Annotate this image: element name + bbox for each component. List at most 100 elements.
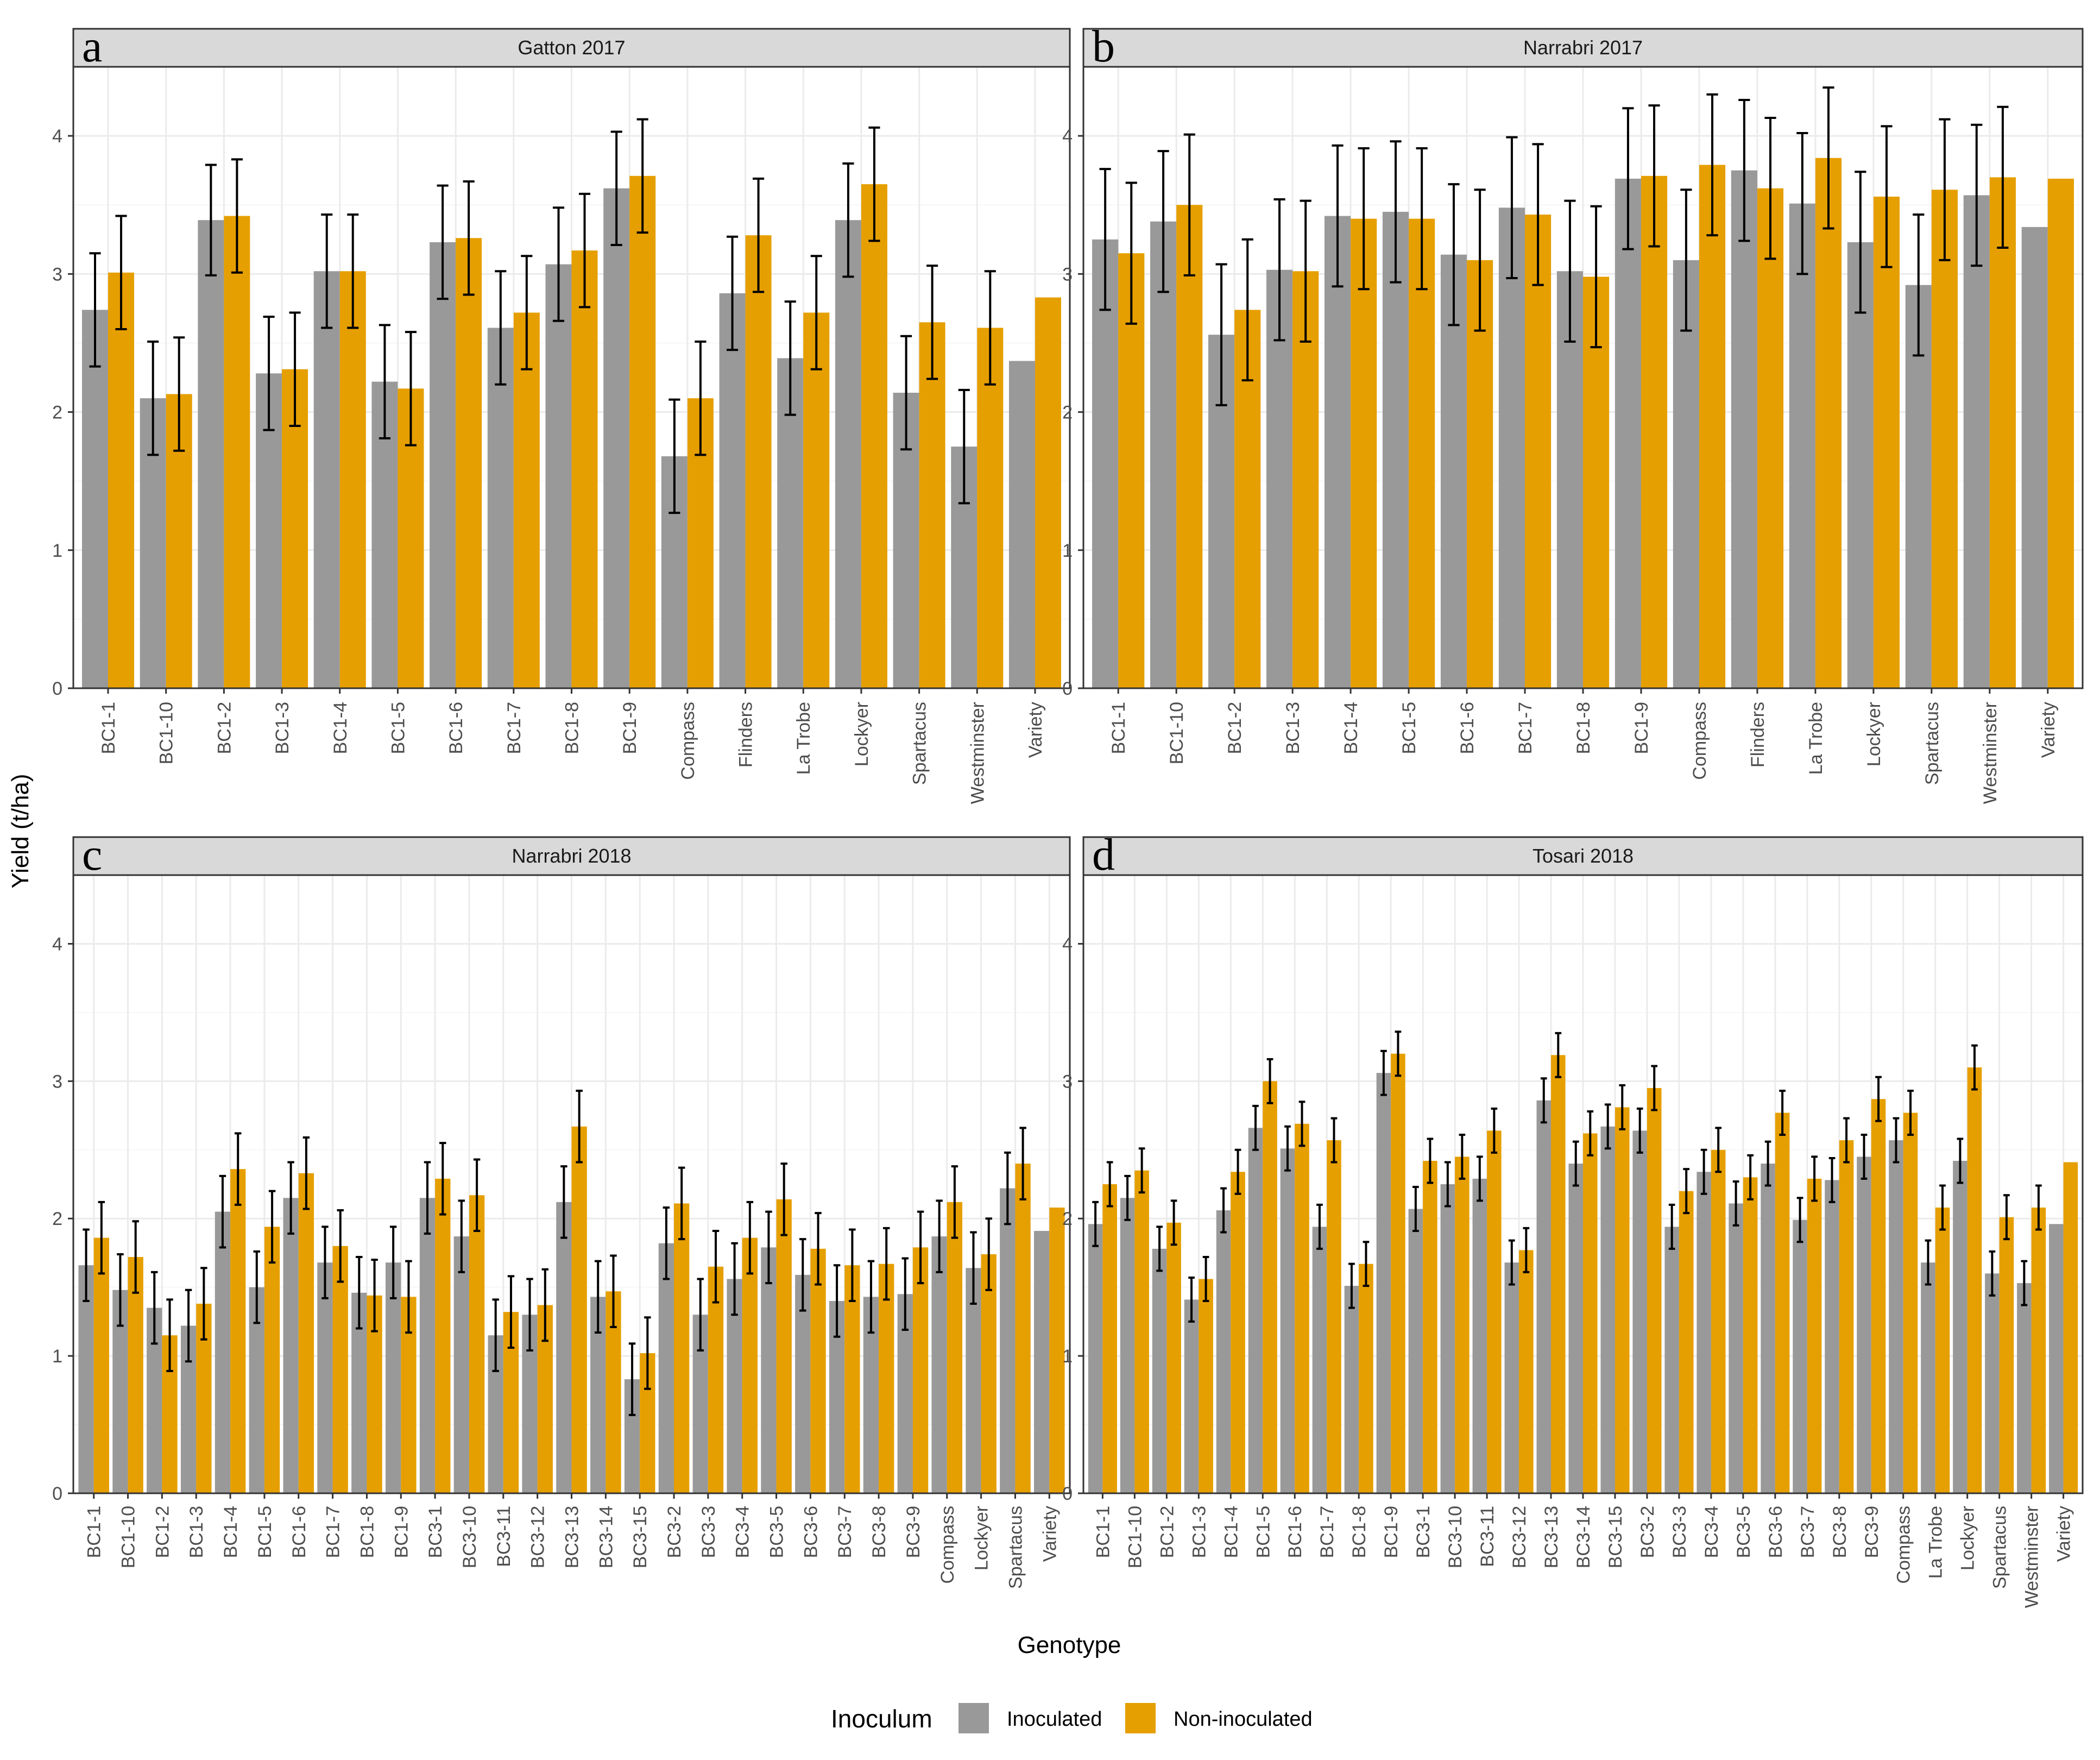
error-bar bbox=[1875, 1076, 1882, 1122]
bar bbox=[1967, 1067, 1982, 1493]
panel-letter-c: c bbox=[82, 829, 102, 880]
bar bbox=[1583, 1133, 1598, 1493]
error-bar bbox=[576, 1090, 583, 1164]
bar bbox=[1359, 1264, 1373, 1493]
bar bbox=[803, 312, 830, 688]
bar bbox=[419, 1198, 436, 1493]
bar bbox=[658, 1243, 674, 1493]
bar bbox=[332, 1246, 348, 1493]
error-bar bbox=[1572, 1140, 1579, 1187]
x-tick-label: BC1-2 bbox=[214, 702, 235, 754]
x-tick-label: BC1-4 bbox=[220, 1506, 241, 1558]
error-bar bbox=[1907, 1090, 1914, 1136]
error-bar bbox=[98, 1200, 105, 1275]
error-bar bbox=[356, 1256, 363, 1330]
x-tick-label: BC1-7 bbox=[1317, 1506, 1338, 1558]
bar bbox=[1102, 1184, 1117, 1493]
y-tick-label: 2 bbox=[1062, 403, 1073, 423]
bar bbox=[1092, 239, 1119, 688]
bar bbox=[386, 1262, 401, 1493]
bar bbox=[977, 328, 1004, 688]
error-bar bbox=[1843, 1117, 1850, 1164]
bar bbox=[1408, 1209, 1423, 1493]
error-bar bbox=[628, 1342, 636, 1416]
bar bbox=[1600, 1126, 1615, 1493]
x-tick-label: Westminster bbox=[967, 702, 988, 804]
error-bar bbox=[1412, 1186, 1419, 1232]
error-bar bbox=[1700, 1148, 1707, 1195]
error-bar bbox=[1444, 1161, 1451, 1208]
bar bbox=[2031, 1207, 2046, 1493]
x-tick-label: BC3-7 bbox=[835, 1506, 855, 1558]
strip-c bbox=[72, 836, 1071, 876]
x-tick-label: Spartacus bbox=[1005, 1506, 1026, 1589]
error-bar bbox=[842, 162, 854, 278]
x-tick-label: BC1-10 bbox=[1166, 702, 1187, 764]
error-bar bbox=[1234, 1148, 1241, 1195]
x-tick-label: BC3-11 bbox=[494, 1506, 514, 1567]
error-bar bbox=[552, 206, 565, 322]
error-bar bbox=[1266, 1058, 1273, 1104]
error-bar bbox=[379, 324, 390, 439]
x-tick-label: BC3-6 bbox=[1765, 1506, 1786, 1558]
error-bar bbox=[678, 1166, 685, 1241]
panel-letter-a: a bbox=[82, 21, 102, 72]
error-bar bbox=[1298, 1101, 1306, 1147]
bar bbox=[1697, 1172, 1711, 1493]
x-tick-label: BC1-3 bbox=[272, 702, 293, 754]
bar bbox=[1015, 1164, 1031, 1493]
error-bar bbox=[1092, 1200, 1099, 1247]
error-bar bbox=[1828, 1156, 1836, 1203]
bar bbox=[1504, 1262, 1519, 1493]
x-tick-label: BC3-15 bbox=[630, 1506, 651, 1568]
error-bar bbox=[951, 1165, 958, 1239]
x-tick-label: Variety bbox=[2054, 1506, 2074, 1562]
series-non-inoculated bbox=[108, 118, 1061, 689]
y-tick-label: 3 bbox=[52, 1071, 62, 1092]
x-tick-label: Lockyer bbox=[852, 702, 872, 766]
error-bar bbox=[1683, 1168, 1690, 1215]
bar bbox=[1391, 1053, 1405, 1493]
error-bar bbox=[1202, 1256, 1209, 1302]
error-bar bbox=[746, 1200, 754, 1275]
bar bbox=[879, 1264, 894, 1493]
error-bar bbox=[1555, 1032, 1562, 1078]
error-bar bbox=[1796, 1197, 1803, 1243]
x-tick-label: BC3-14 bbox=[1573, 1506, 1594, 1568]
error-bar bbox=[463, 180, 475, 296]
error-bar bbox=[594, 1260, 602, 1334]
error-bar bbox=[1395, 1030, 1402, 1077]
bar bbox=[1472, 1178, 1487, 1493]
x-tick-label: BC3-15 bbox=[1605, 1506, 1626, 1568]
bar bbox=[1248, 1128, 1263, 1493]
y-tick-label: 3 bbox=[1062, 264, 1073, 285]
error-bar bbox=[1648, 104, 1660, 248]
error-bar bbox=[1316, 1203, 1323, 1250]
x-tick-label: BC3-10 bbox=[1445, 1506, 1466, 1568]
error-bar bbox=[1939, 118, 1951, 261]
bar bbox=[2017, 1283, 2032, 1493]
y-tick-label: 1 bbox=[52, 540, 62, 561]
x-tick-label: BC3-1 bbox=[425, 1506, 446, 1558]
panel-d: Tosari 2018 d 0 1 2 3 4 BC1-1 BC1-10 BC1-2 BC1-3 BC… bbox=[1062, 829, 2084, 1608]
x-tick-label: BC1-3 bbox=[1283, 702, 1303, 754]
panel-b: Narrabri 2017 b 0 1 2 3 4 BC1-1 BC1-10 BC1-2 BC1-3… bbox=[1062, 21, 2084, 804]
bar bbox=[1568, 1164, 1583, 1493]
bar bbox=[435, 1178, 451, 1493]
panel-title-b: Narrabri 2017 bbox=[1523, 36, 1643, 59]
bar bbox=[1216, 1210, 1231, 1493]
x-tick-label: BC1-5 bbox=[388, 702, 408, 754]
error-bar bbox=[541, 1268, 549, 1342]
error-bar bbox=[507, 1275, 515, 1349]
x-tick-label: BC3-3 bbox=[1669, 1506, 1690, 1558]
error-bar bbox=[166, 1298, 173, 1372]
error-bar bbox=[917, 1210, 924, 1285]
error-bar bbox=[1448, 183, 1460, 326]
x-tick-label: Westminster bbox=[2022, 1506, 2042, 1608]
error-bar bbox=[578, 192, 591, 309]
error-bar bbox=[849, 1228, 856, 1302]
bar bbox=[1295, 1123, 1309, 1493]
series-inoculated bbox=[1092, 99, 2048, 689]
bar bbox=[1731, 170, 1757, 689]
